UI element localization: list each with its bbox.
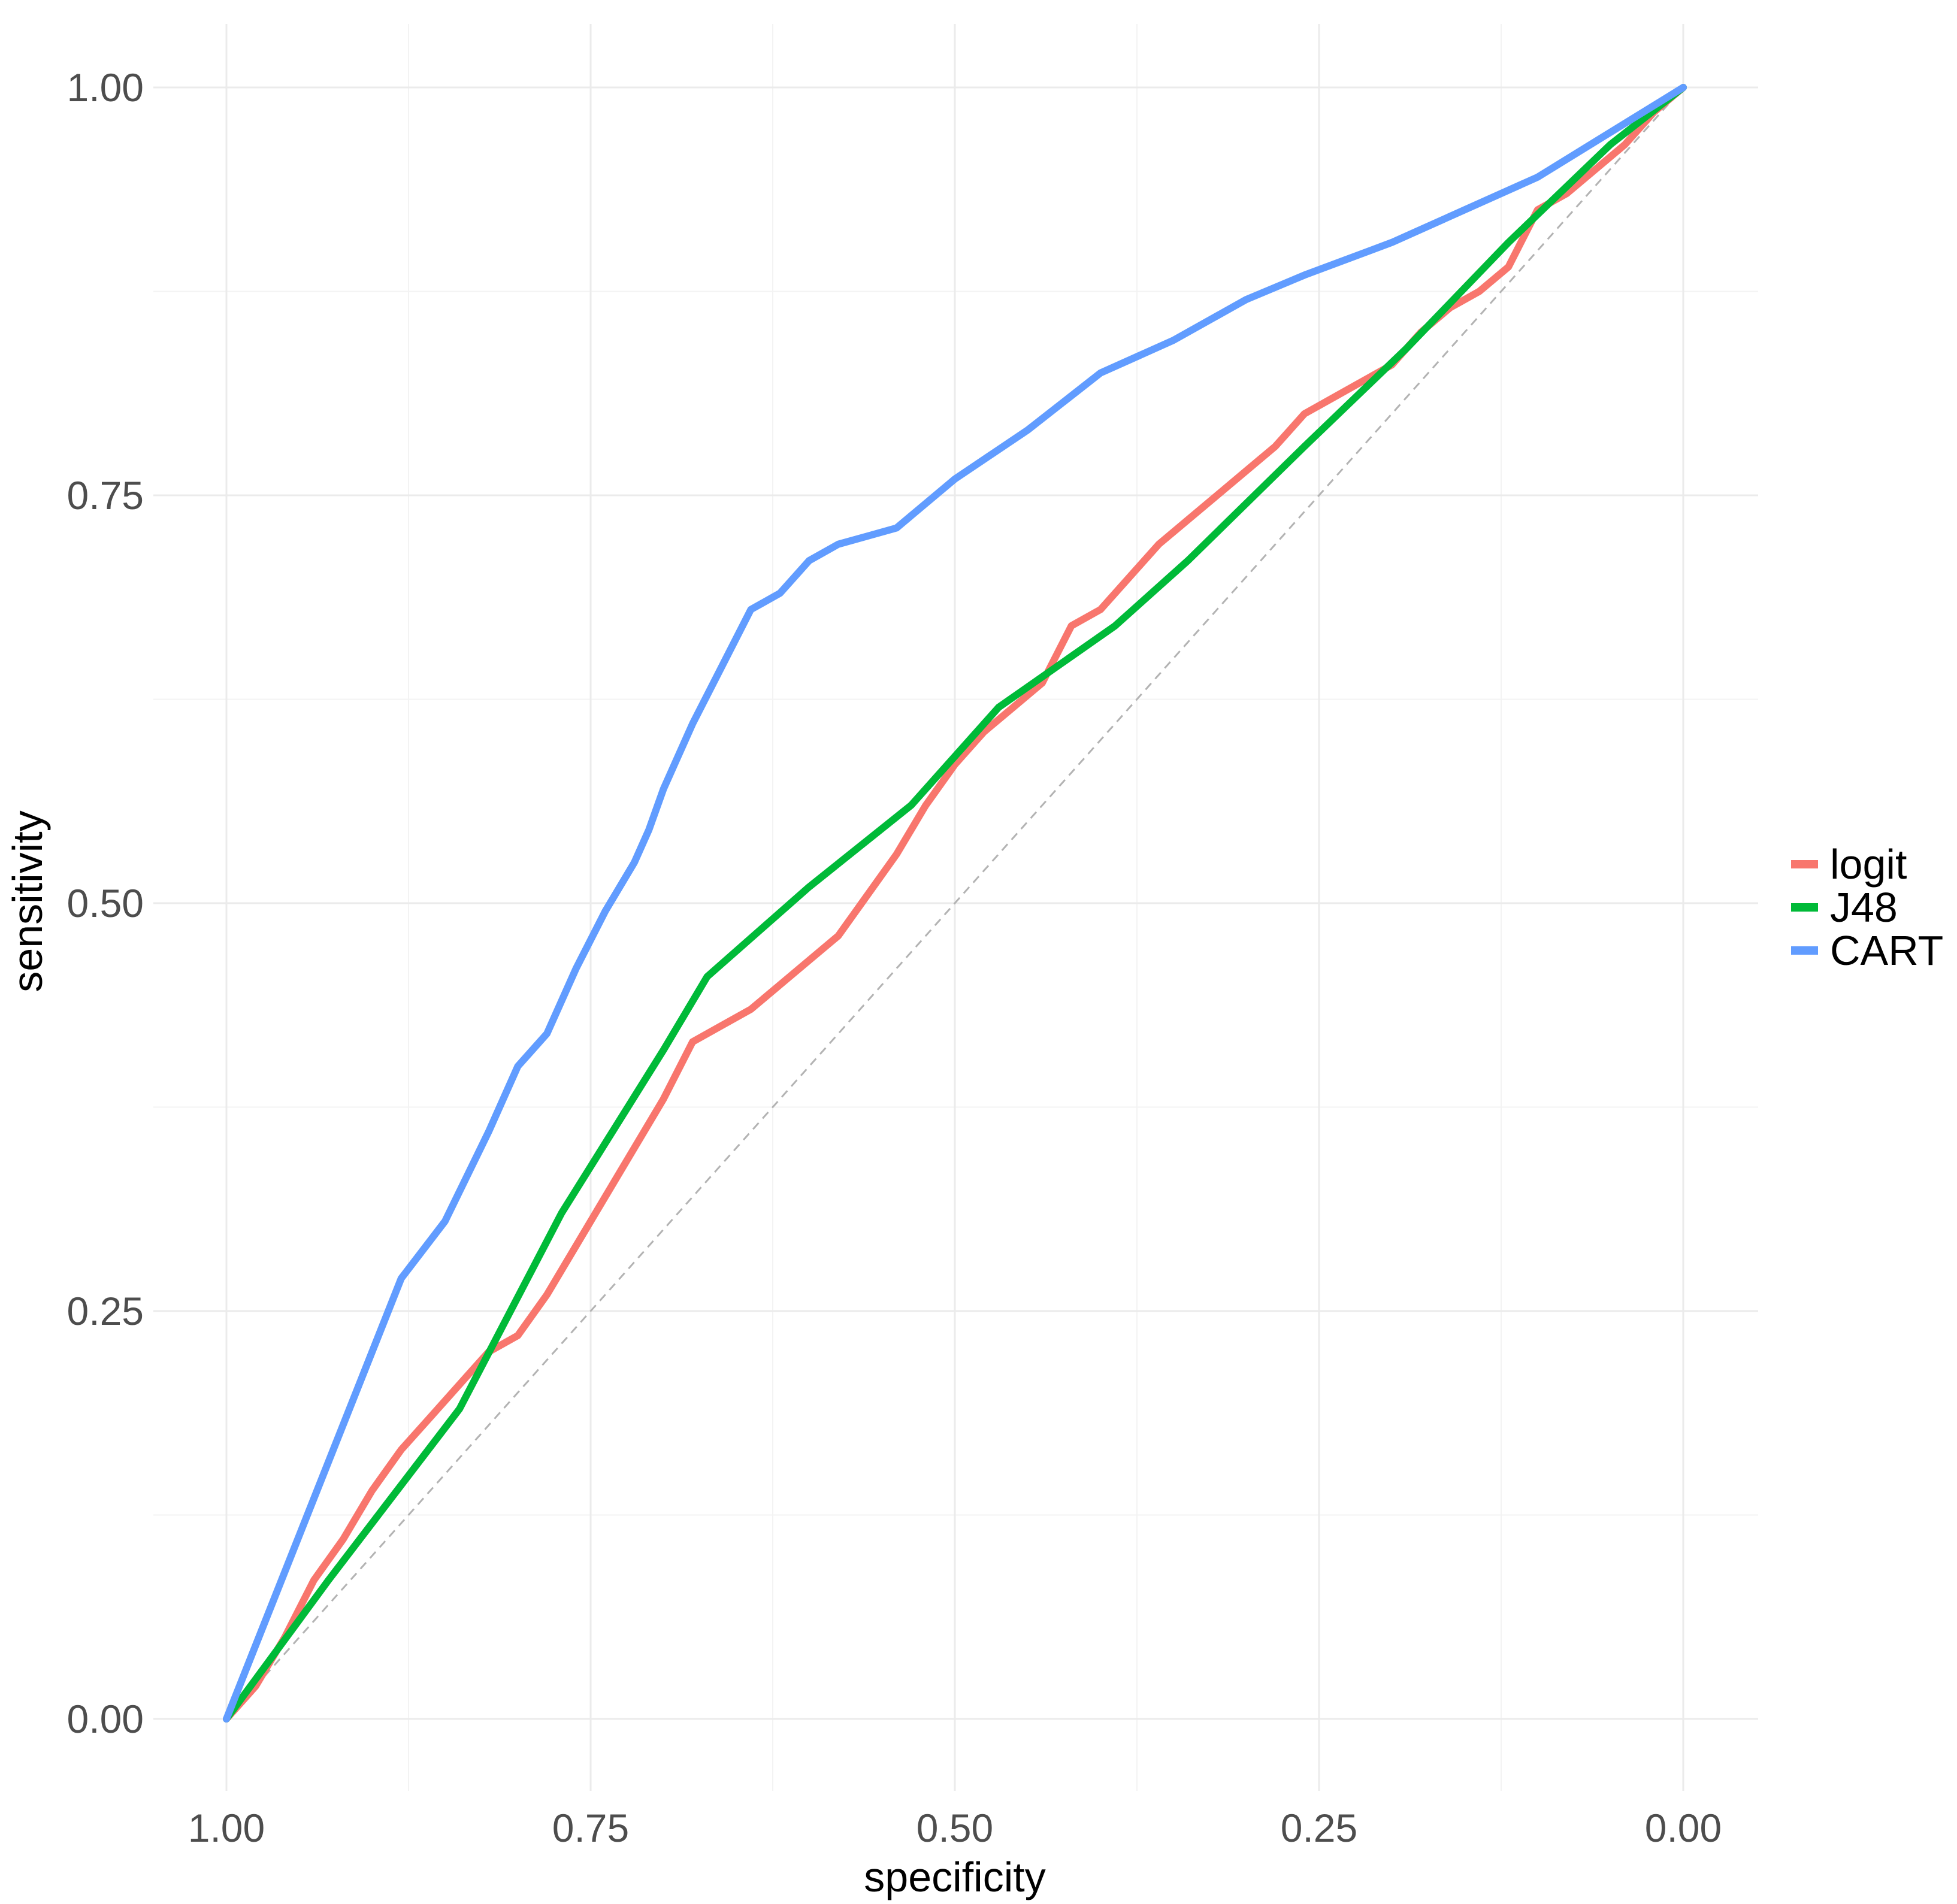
- x-axis-ticks: 1.00 0.75 0.50 0.25 0.00: [188, 1806, 1722, 1850]
- legend-label-cart: CART: [1830, 927, 1943, 974]
- x-tick-label: 0.25: [1281, 1806, 1357, 1850]
- y-axis-title: sensitivity: [4, 810, 51, 992]
- reference-diagonal: [225, 87, 1684, 1720]
- x-axis-title: specificity: [864, 1854, 1045, 1900]
- x-tick-label: 0.00: [1645, 1806, 1722, 1850]
- legend-label-logit: logit: [1830, 841, 1907, 888]
- x-tick-label: 0.50: [917, 1806, 993, 1850]
- y-tick-label: 1.00: [67, 65, 144, 110]
- y-tick-label: 0.50: [67, 881, 144, 925]
- series-line-j48: [223, 84, 1687, 1723]
- x-tick-label: 1.00: [188, 1806, 265, 1850]
- series-lines: [223, 84, 1687, 1723]
- y-axis-ticks: 0.00 0.25 0.50 0.75 1.00: [67, 65, 144, 1741]
- x-tick-label: 0.75: [552, 1806, 629, 1850]
- legend-label-j48: J48: [1830, 884, 1898, 931]
- grid-major-lines: [153, 24, 1758, 1791]
- reference-line: [225, 87, 1684, 1720]
- y-tick-label: 0.75: [67, 473, 144, 517]
- series-line-cart: [223, 84, 1687, 1723]
- y-tick-label: 0.00: [67, 1697, 144, 1741]
- y-tick-label: 0.25: [67, 1289, 144, 1333]
